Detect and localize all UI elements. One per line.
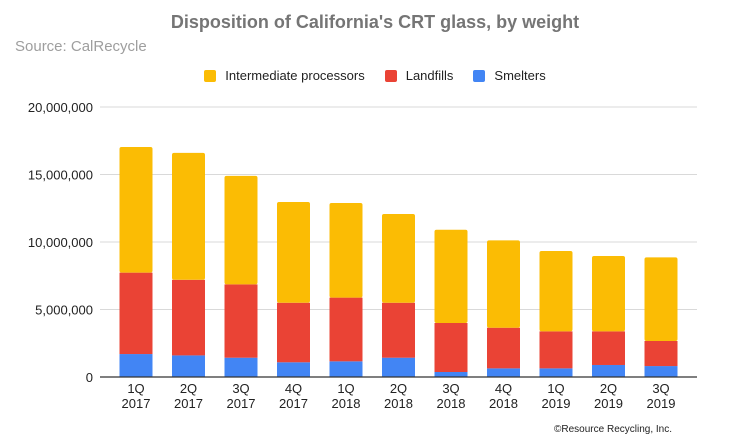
x-tick-label: 2017	[279, 396, 308, 411]
x-tick-label: 2017	[122, 396, 151, 411]
legend-swatch	[384, 69, 397, 82]
x-tick-label: 1Q	[337, 381, 354, 396]
bar-smelters	[172, 355, 205, 377]
y-tick-label: 0	[86, 370, 93, 385]
x-tick-label: 3Q	[442, 381, 459, 396]
x-tick-label: 2018	[384, 396, 413, 411]
x-tick-label: 2Q	[180, 381, 197, 396]
bar-intermediate-processors	[539, 251, 573, 332]
bar-smelters	[329, 361, 363, 377]
y-tick-label: 15,000,000	[28, 168, 93, 183]
bar-intermediate-processors	[277, 202, 310, 303]
legend-label: Landfills	[405, 68, 454, 83]
legend: Intermediate processors Landfills Smelters	[0, 68, 750, 83]
legend-label: Smelters	[494, 68, 546, 83]
x-tick-label: 2019	[542, 396, 571, 411]
x-tick-label: 2019	[594, 396, 623, 411]
bar-smelters	[539, 368, 573, 377]
bar-landfills	[277, 302, 310, 363]
bar-intermediate-processors	[434, 229, 468, 323]
bar-landfills	[172, 279, 205, 356]
x-tick-label: 2018	[332, 396, 361, 411]
bar-intermediate-processors	[119, 146, 153, 273]
bar-landfills	[592, 331, 625, 365]
x-tick-label: 2018	[437, 396, 466, 411]
y-tick-label: 10,000,000	[28, 235, 93, 250]
x-tick-label: 2017	[227, 396, 256, 411]
legend-swatch	[204, 69, 217, 82]
legend-item: Smelters	[473, 68, 546, 83]
x-tick-label: 4Q	[285, 381, 302, 396]
bar-smelters	[434, 372, 468, 377]
x-tick-label: 2017	[174, 396, 203, 411]
x-tick-label: 3Q	[652, 381, 669, 396]
bar-intermediate-processors	[224, 175, 258, 285]
x-tick-label: 4Q	[495, 381, 512, 396]
x-tick-label: 2Q	[600, 381, 617, 396]
bar-landfills	[644, 340, 678, 367]
bar-intermediate-processors	[329, 202, 363, 298]
bar-landfills	[487, 327, 520, 369]
bar-landfills	[539, 331, 573, 369]
bar-landfills	[329, 297, 363, 362]
legend-label: Intermediate processors	[225, 68, 365, 83]
bar-smelters	[644, 366, 678, 377]
x-tick-label: 2019	[647, 396, 676, 411]
legend-swatch	[473, 69, 486, 82]
bar-smelters	[382, 357, 415, 377]
bar-smelters	[277, 362, 310, 377]
bar-intermediate-processors	[172, 152, 205, 280]
bar-intermediate-processors	[487, 240, 520, 328]
bar-landfills	[119, 272, 153, 355]
bar-smelters	[224, 357, 258, 377]
bar-landfills	[434, 323, 468, 373]
chart-title: Disposition of California's CRT glass, b…	[170, 12, 580, 32]
chart-subtitle: Source: CalRecycle	[15, 38, 147, 55]
bar-intermediate-processors	[644, 257, 678, 341]
y-tick-label: 20,000,000	[28, 100, 93, 115]
bar-smelters	[119, 354, 153, 377]
bar-smelters	[592, 364, 625, 377]
x-tick-label: 1Q	[127, 381, 144, 396]
x-tick-label: 2Q	[390, 381, 407, 396]
bar-landfills	[224, 284, 258, 358]
bar-landfills	[382, 302, 415, 358]
credit: ©Resource Recycling, Inc.	[554, 424, 672, 435]
bar-smelters	[487, 368, 520, 377]
y-tick-label: 5,000,000	[35, 303, 93, 318]
bar-intermediate-processors	[592, 256, 625, 332]
legend-item: Landfills	[384, 68, 454, 83]
legend-item: Intermediate processors	[204, 68, 365, 83]
x-tick-label: 2018	[489, 396, 518, 411]
x-tick-label: 1Q	[547, 381, 564, 396]
x-tick-label: 3Q	[232, 381, 249, 396]
bar-intermediate-processors	[382, 214, 415, 303]
